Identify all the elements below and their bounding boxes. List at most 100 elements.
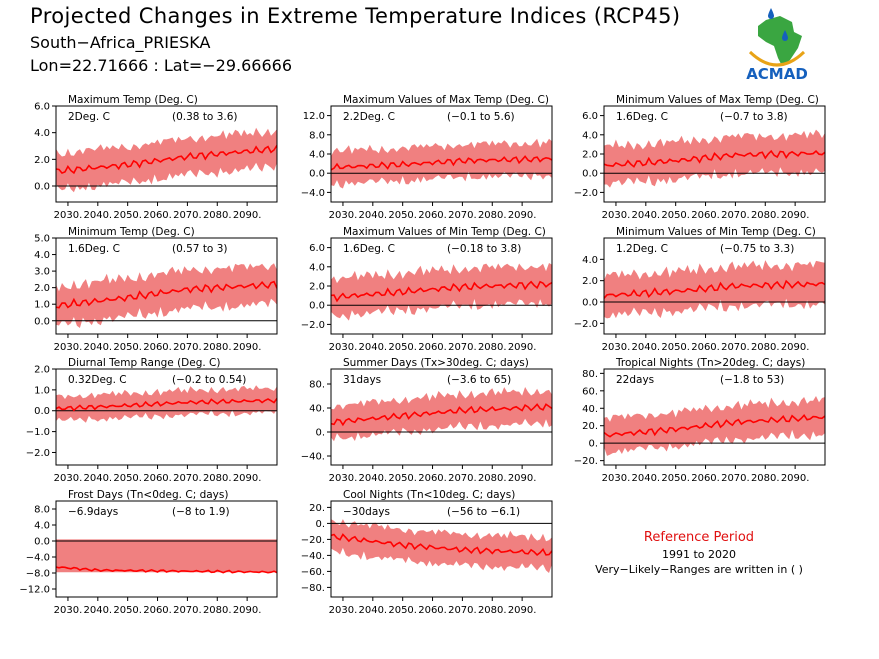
station-name: South−Africa_PRIESKA bbox=[30, 33, 211, 52]
y-tick-label: −1.0 bbox=[26, 427, 50, 438]
x-tick-label: 2050. bbox=[113, 605, 142, 616]
likely-range-label: (−1.8 to 53) bbox=[720, 374, 784, 386]
x-tick-label: 2050. bbox=[388, 605, 417, 616]
series-line bbox=[604, 414, 825, 438]
plot-frame bbox=[55, 368, 278, 466]
series-line bbox=[331, 155, 552, 171]
y-tick-label: 0. bbox=[588, 439, 598, 450]
x-tick-label: 2030. bbox=[329, 342, 358, 353]
sun-rays-icon bbox=[748, 50, 806, 67]
x-tick-label: 2030. bbox=[54, 210, 83, 221]
x-tick-label: 2060. bbox=[418, 210, 447, 221]
y-tick-label: 2.0 bbox=[582, 276, 598, 287]
chart-panel: 80. 40. 0. −40. 2030. 2040. 2050. 2060. 2070. 208… bbox=[301, 357, 553, 484]
range-band bbox=[56, 127, 277, 193]
y-tick-label: −20. bbox=[301, 535, 325, 546]
x-tick-label: 2080. bbox=[203, 210, 232, 221]
range-band bbox=[56, 385, 277, 423]
x-tick-label: 2070. bbox=[173, 473, 202, 484]
x-tick-label: 2060. bbox=[691, 473, 720, 484]
chart-panel: 6.0 4.0 2.0 0.0 2030. 2040. 2050. 2060. 2070. 208… bbox=[34, 94, 278, 221]
range-band bbox=[604, 129, 825, 188]
mean-change-label: −30days bbox=[343, 506, 390, 518]
chart-title: Summer Days (Tx>30deg. C; days) bbox=[343, 357, 529, 369]
x-tick-label: 2090. bbox=[781, 473, 810, 484]
y-tick-label: −4.0 bbox=[26, 553, 50, 564]
y-tick-label: 0.0 bbox=[309, 301, 325, 312]
y-tick-label: −20. bbox=[574, 456, 598, 467]
chart-title: Maximum Temp (Deg. C) bbox=[68, 94, 198, 106]
x-tick-label: 2050. bbox=[388, 342, 417, 353]
y-tick-label: 2.0 bbox=[34, 365, 50, 376]
y-tick-label: −8.0 bbox=[26, 569, 50, 580]
y-tick-label: 0. bbox=[315, 519, 325, 530]
x-tick-label: 2030. bbox=[54, 342, 83, 353]
x-tick-label: 2070. bbox=[448, 210, 477, 221]
chart-panel: 12.0 8.0 4.0 0.0 −4.0 2030. 2040. 2050. 2060. 207… bbox=[301, 94, 553, 221]
x-tick-label: 2080. bbox=[203, 473, 232, 484]
plot-frame bbox=[603, 237, 826, 335]
x-tick-label: 2080. bbox=[478, 342, 507, 353]
y-tick-label: 6.0 bbox=[34, 102, 50, 113]
plot-frame bbox=[55, 500, 278, 598]
x-tick-label: 2090. bbox=[508, 605, 537, 616]
x-tick-label: 2080. bbox=[478, 473, 507, 484]
station-coordinates: Lon=22.71666 : Lat=−29.66666 bbox=[30, 56, 293, 75]
x-tick-label: 2090. bbox=[508, 210, 537, 221]
rain-drop-icon bbox=[782, 30, 788, 41]
x-tick-label: 2080. bbox=[478, 210, 507, 221]
x-tick-label: 2050. bbox=[388, 210, 417, 221]
chart-title: Cool Nights (Tn<10deg. C; days) bbox=[343, 489, 515, 501]
x-tick-label: 2070. bbox=[448, 473, 477, 484]
acmad-logo: ACMAD bbox=[746, 8, 808, 83]
x-tick-label: 2030. bbox=[329, 210, 358, 221]
y-tick-label: −4.0 bbox=[301, 188, 325, 199]
reference-range-note: Very−Likely−Ranges are written in ( ) bbox=[595, 563, 803, 576]
y-tick-label: −80. bbox=[301, 583, 325, 594]
x-tick-label: 2090. bbox=[233, 342, 262, 353]
y-tick-label: 0.0 bbox=[34, 406, 50, 417]
chart-title: Minimum Temp (Deg. C) bbox=[68, 226, 195, 238]
likely-range-label: (−0.75 to 3.3) bbox=[720, 243, 794, 255]
x-tick-label: 2060. bbox=[418, 605, 447, 616]
chart-panel: 20. 0. −20. −40. −60. −80. 2030. 2040. 2050. 2060… bbox=[301, 489, 553, 616]
y-tick-label: 1.0 bbox=[34, 385, 50, 396]
y-tick-label: 12.0 bbox=[303, 111, 325, 122]
x-tick-label: 2030. bbox=[602, 210, 631, 221]
x-tick-label: 2030. bbox=[602, 473, 631, 484]
y-tick-label: 4.0 bbox=[34, 128, 50, 139]
y-tick-label: 2.0 bbox=[34, 155, 50, 166]
y-tick-label: 6.0 bbox=[309, 243, 325, 254]
x-tick-label: 2060. bbox=[418, 342, 447, 353]
x-tick-label: 2040. bbox=[631, 342, 660, 353]
x-tick-label: 2070. bbox=[173, 342, 202, 353]
series-line bbox=[331, 403, 552, 427]
y-tick-label: 4.0 bbox=[309, 262, 325, 273]
x-tick-label: 2040. bbox=[358, 342, 387, 353]
y-tick-label: 5.0 bbox=[34, 234, 50, 245]
likely-range-label: (0.57 to 3) bbox=[172, 243, 227, 255]
range-band bbox=[56, 539, 277, 573]
africa-map-icon bbox=[758, 16, 802, 66]
x-tick-label: 2090. bbox=[508, 473, 537, 484]
x-tick-label: 2050. bbox=[113, 342, 142, 353]
x-tick-label: 2090. bbox=[781, 342, 810, 353]
x-tick-label: 2060. bbox=[143, 210, 172, 221]
x-tick-label: 2080. bbox=[751, 342, 780, 353]
range-band bbox=[331, 387, 552, 442]
mean-change-label: 2.2Deg. C bbox=[343, 111, 395, 123]
x-tick-label: 2040. bbox=[83, 342, 112, 353]
chart-panel: 6.0 4.0 2.0 0.0 −2.0 2030. 2040. 2050. 2060. 2070… bbox=[574, 94, 826, 221]
y-tick-label: 40. bbox=[582, 404, 598, 415]
x-tick-label: 2090. bbox=[233, 473, 262, 484]
x-tick-label: 2070. bbox=[448, 605, 477, 616]
x-tick-label: 2050. bbox=[113, 210, 142, 221]
x-tick-label: 2040. bbox=[631, 473, 660, 484]
x-tick-label: 2060. bbox=[691, 210, 720, 221]
y-tick-label: 8.0 bbox=[34, 505, 50, 516]
x-tick-label: 2040. bbox=[358, 605, 387, 616]
x-tick-label: 2040. bbox=[83, 605, 112, 616]
range-band bbox=[604, 396, 825, 456]
x-tick-label: 2050. bbox=[113, 473, 142, 484]
